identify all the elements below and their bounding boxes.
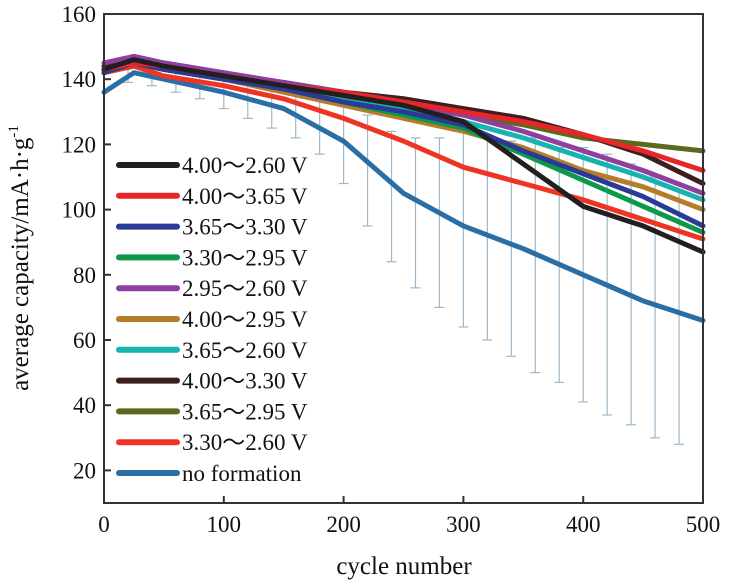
series-line — [101, 70, 706, 323]
y-tick-label: 160 — [62, 2, 97, 27]
x-tick-label: 300 — [446, 512, 481, 537]
x-tick-label: 0 — [98, 512, 110, 537]
y-tick-label: 80 — [73, 263, 96, 288]
legend-label: 3.65～2.95 V — [182, 399, 308, 424]
legend-label: 4.00～3.30 V — [182, 369, 308, 394]
x-tick-label: 200 — [326, 512, 361, 537]
plot-frame — [103, 13, 704, 504]
x-tick-label: 500 — [686, 512, 721, 537]
x-tick-label: 100 — [207, 512, 242, 537]
legend-label: 4.00～3.65 V — [182, 184, 308, 209]
legend-label: 3.30～2.95 V — [182, 245, 308, 270]
legend-label: 3.65～2.60 V — [182, 338, 308, 363]
series-line — [101, 60, 706, 229]
y-tick-label: 40 — [73, 393, 96, 418]
y-tick-label: 60 — [73, 328, 96, 353]
legend-label: 4.00～2.60 V — [182, 153, 308, 178]
x-tick-label: 400 — [566, 512, 601, 537]
legend-label: 4.00～2.95 V — [182, 307, 308, 332]
legend-label: no formation — [182, 461, 302, 486]
legend-label: 2.95～2.60 V — [182, 276, 308, 301]
y-tick-label: 140 — [62, 67, 97, 92]
legend: 4.00～2.60 V 4.00～3.65 V 3.65～3.30 V 3.30～2.… — [116, 153, 308, 486]
series-lines — [101, 53, 706, 323]
y-tick-label: 20 — [73, 458, 96, 483]
y-axis-label: average capacity/mA·h·g-1 — [6, 125, 34, 391]
x-axis-label: cycle number — [336, 553, 472, 580]
legend-label: 3.30～2.60 V — [182, 430, 308, 455]
y-tick-label: 100 — [62, 198, 97, 223]
series-line — [101, 57, 706, 255]
y-tick-label: 120 — [62, 132, 97, 157]
axis-ticks: 0 100 200 300 400 500 20 40 60 80 100 120 140 160 — [62, 2, 721, 537]
legend-label: 3.65～3.30 V — [182, 215, 308, 240]
series-line — [101, 63, 706, 242]
